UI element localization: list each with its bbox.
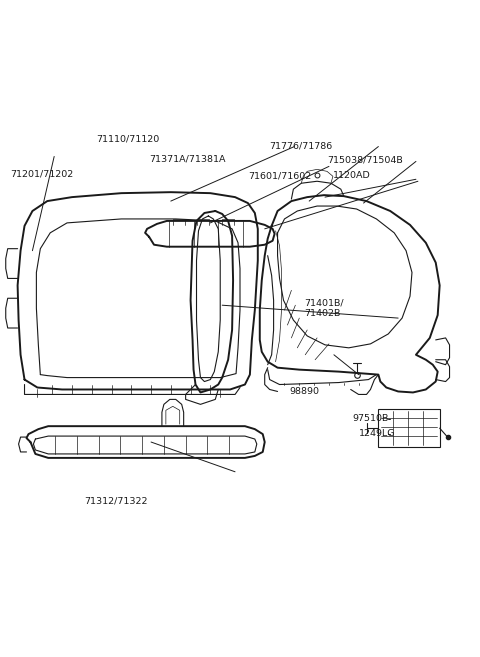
Bar <box>378 409 440 447</box>
Text: 71312/71322: 71312/71322 <box>84 497 147 506</box>
Text: 1120AD: 1120AD <box>333 171 371 180</box>
Text: 71776/71786: 71776/71786 <box>270 142 333 150</box>
Text: 71401B/
71402B: 71401B/ 71402B <box>304 298 344 317</box>
Text: 71371A/71381A: 71371A/71381A <box>149 154 226 164</box>
Text: 71201/71202: 71201/71202 <box>11 170 74 178</box>
Text: 715038/71504B: 715038/71504B <box>327 156 403 164</box>
Text: 97510B: 97510B <box>353 415 389 423</box>
Text: 1249LG: 1249LG <box>359 429 395 438</box>
Text: 71601/71602: 71601/71602 <box>248 171 311 180</box>
Text: 71110/71120: 71110/71120 <box>96 135 160 144</box>
Text: 98890: 98890 <box>289 388 319 396</box>
